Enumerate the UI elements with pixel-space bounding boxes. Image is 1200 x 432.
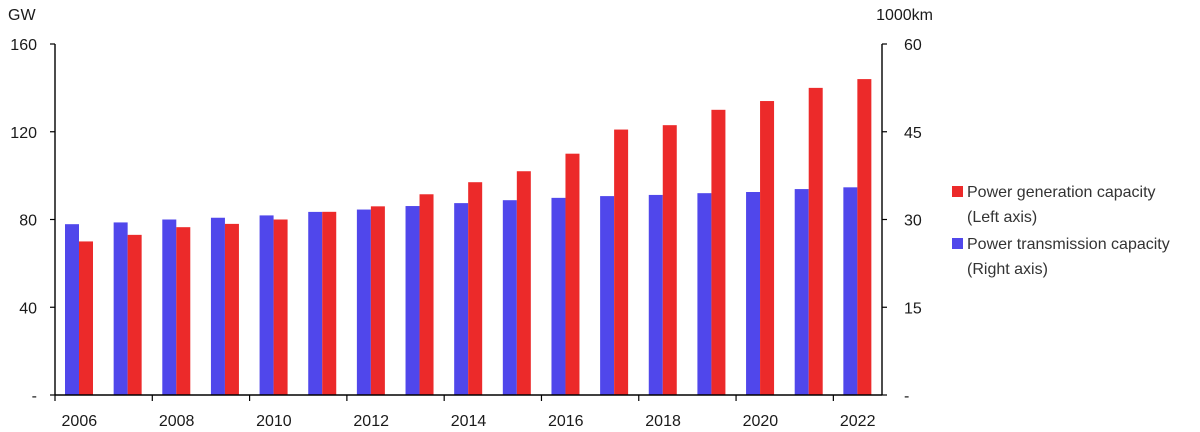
bar-power-transmission-2018 (648, 194, 663, 395)
bars (65, 79, 872, 395)
legend-label: Power generation capacity (967, 184, 1156, 201)
left-axis-tick-label: 80 (19, 213, 37, 230)
bar-power-generation-2020 (760, 101, 775, 395)
bar-power-transmission-2019 (697, 193, 712, 395)
x-axis-tick-label: 2010 (256, 413, 292, 430)
legend: Power generation capacity (Left axis) Powe… (952, 184, 1170, 278)
legend-swatch (952, 238, 963, 249)
bar-power-generation-2011 (322, 211, 337, 395)
left-axis-tick-label: 120 (10, 125, 37, 142)
legend-swatch (952, 186, 963, 197)
left-axis-unit: GW (8, 7, 36, 24)
bar-power-transmission-2020 (746, 192, 761, 395)
bar-power-transmission-2012 (356, 209, 371, 395)
bar-power-generation-2008 (176, 227, 191, 395)
bar-power-generation-2013 (419, 194, 434, 395)
x-axis-tick-label: 2022 (840, 413, 876, 430)
bar-power-transmission-2016 (551, 197, 566, 395)
right-axis-tick-label: 15 (904, 300, 922, 317)
bar-power-transmission-2006 (65, 224, 79, 395)
bar-power-transmission-2010 (259, 215, 274, 395)
right-axis-tick-label: 60 (904, 37, 922, 54)
bar-power-generation-2009 (224, 223, 239, 395)
bar-power-generation-2006 (79, 241, 93, 395)
legend-sublabel: (Right axis) (967, 261, 1048, 278)
bar-power-generation-2022 (857, 79, 872, 395)
x-axis-tick-label: 2012 (353, 413, 389, 430)
right-axis-ticks: - 15 30 45 60 (882, 37, 922, 405)
legend-sublabel: (Left axis) (967, 209, 1037, 226)
x-axis-tick-label: 2020 (743, 413, 779, 430)
bar-power-transmission-2008 (162, 219, 177, 395)
bar-power-transmission-2009 (210, 217, 225, 395)
x-axis-tick-label: 2018 (645, 413, 681, 430)
left-axis-ticks: - 40 80 120 160 (10, 37, 55, 405)
bar-power-transmission-2007 (113, 222, 128, 395)
x-axis-tick-label: 2006 (62, 413, 98, 430)
bar-power-transmission-2021 (794, 189, 809, 395)
bar-power-generation-2018 (662, 125, 677, 395)
bar-power-transmission-2022 (843, 187, 858, 395)
bar-power-generation-2007 (127, 234, 142, 395)
legend-label: Power transmission capacity (967, 236, 1170, 253)
bar-power-transmission-2013 (405, 206, 420, 395)
x-axis-tick-label: 2008 (159, 413, 195, 430)
bar-power-generation-2010 (273, 219, 288, 395)
x-axis-tick-label: 2014 (451, 413, 487, 430)
bar-power-transmission-2015 (502, 200, 517, 395)
bar-power-generation-2012 (370, 206, 385, 395)
bar-power-generation-2016 (565, 153, 580, 395)
bar-power-generation-2021 (808, 87, 823, 395)
right-axis-tick-label: - (904, 388, 909, 405)
bar-power-transmission-2014 (454, 203, 469, 395)
right-axis-tick-label: 45 (904, 125, 922, 142)
x-axis-ticks: 2006 2008 2010 2012 2014 2016 2018 2020 2022 (54, 395, 876, 430)
right-axis-unit: 1000km (876, 7, 933, 24)
bar-power-transmission-2011 (308, 211, 323, 395)
left-axis-tick-label: 40 (19, 300, 37, 317)
bar-power-transmission-2017 (600, 196, 615, 395)
left-axis-tick-label: - (32, 388, 37, 405)
bar-power-generation-2015 (516, 171, 531, 395)
right-axis-tick-label: 30 (904, 213, 922, 230)
left-axis-tick-label: 160 (10, 37, 37, 54)
bar-power-generation-2019 (711, 109, 726, 395)
bar-power-generation-2017 (614, 129, 629, 395)
bar-power-generation-2014 (468, 182, 483, 395)
x-axis-tick-label: 2016 (548, 413, 584, 430)
